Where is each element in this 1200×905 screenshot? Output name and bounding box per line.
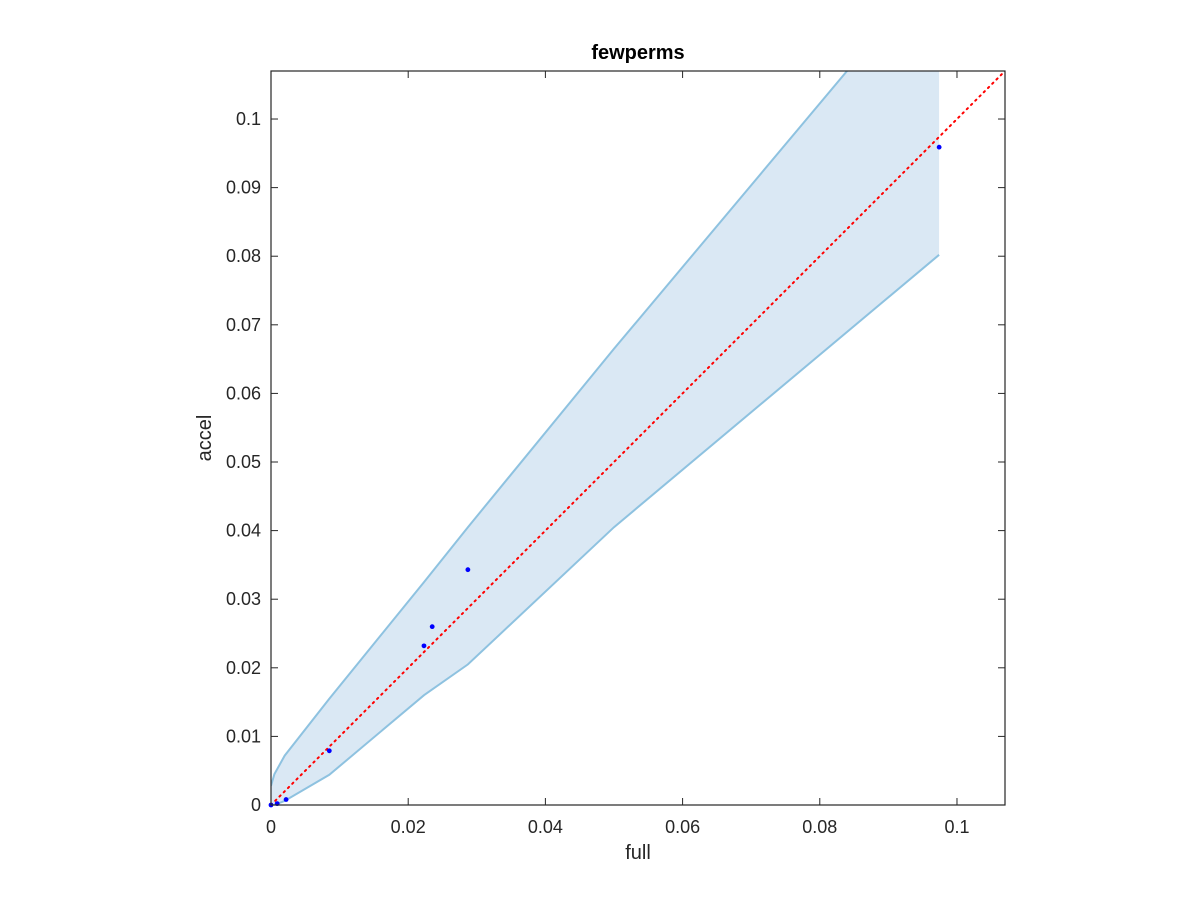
chart-title: fewperms	[591, 42, 684, 64]
reference-line	[271, 71, 1005, 805]
y-tick-label: 0.07	[226, 315, 261, 335]
y-tick-label: 0.06	[226, 383, 261, 403]
y-tick-label: 0.02	[226, 658, 261, 678]
confidence-band-upper-edge	[271, 71, 849, 787]
x-ticks: 0 0.02 0.04 0.06 0.08 0.1	[266, 71, 969, 837]
data-point	[936, 144, 942, 150]
x-axis-label: full	[625, 842, 651, 864]
y-tick-label: 0.04	[226, 521, 261, 541]
data-point	[421, 643, 427, 649]
x-tick-label: 0	[266, 817, 276, 837]
data-point	[429, 624, 435, 630]
y-ticks: 0 0.01 0.02 0.03 0.04 0.05 0.06 0.07 0.08 0.09 0.1	[226, 109, 1005, 815]
data-points-layer	[268, 144, 942, 808]
data-point	[283, 797, 289, 802]
y-tick-label: 0	[251, 795, 261, 815]
y-tick-label: 0.09	[226, 178, 261, 198]
y-tick-label: 0.03	[226, 589, 261, 609]
reference-line-layer	[271, 71, 1005, 805]
plot-axes-box	[270, 70, 1006, 806]
y-tick-label: 0.05	[226, 452, 261, 472]
y-axis-label: accel	[194, 415, 216, 462]
x-tick-label: 0.06	[665, 817, 700, 837]
x-tick-label: 0.04	[528, 817, 563, 837]
y-tick-label: 0.01	[226, 726, 261, 746]
y-tick-label: 0.08	[226, 246, 261, 266]
y-tick-label: 0.1	[236, 109, 261, 129]
x-tick-label: 0.1	[944, 817, 969, 837]
data-point	[326, 748, 332, 754]
x-tick-label: 0.02	[391, 817, 426, 837]
confidence-band-fill	[271, 71, 940, 805]
data-point	[465, 567, 471, 573]
x-tick-label: 0.08	[802, 817, 837, 837]
